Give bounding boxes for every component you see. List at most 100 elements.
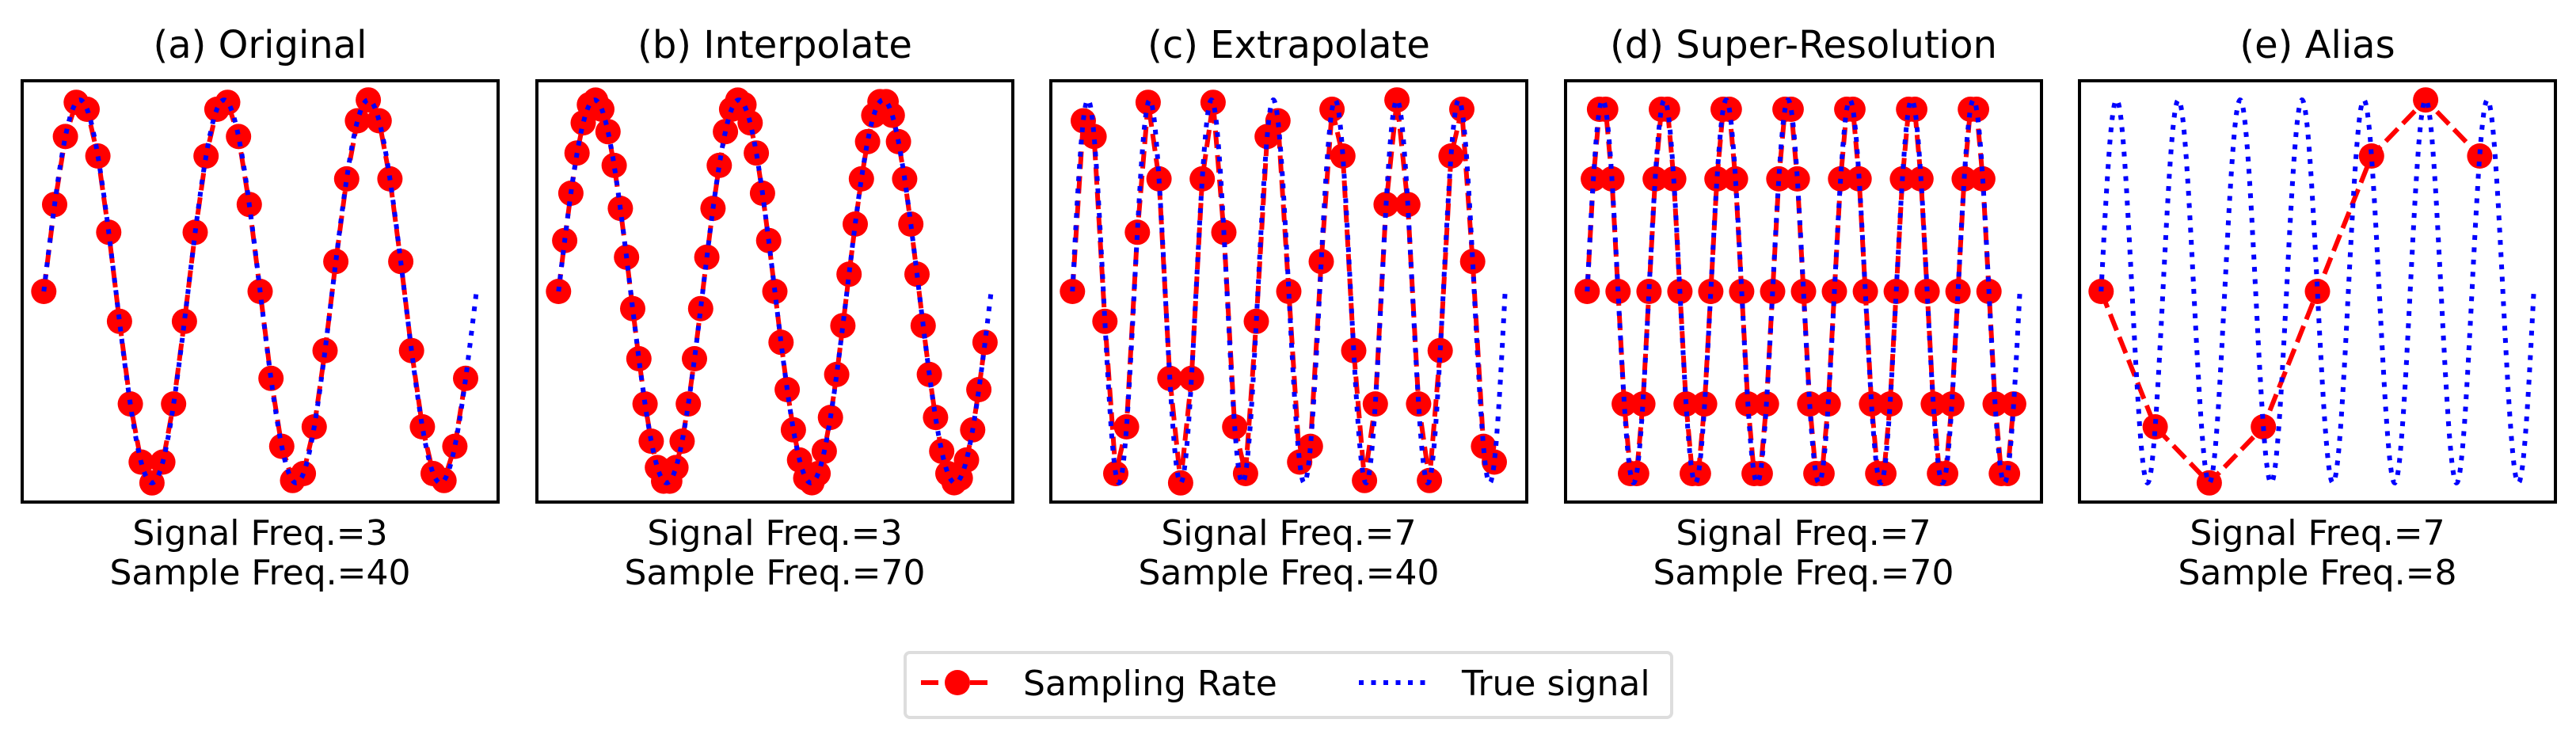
sample-point bbox=[215, 89, 241, 116]
sample-point bbox=[1605, 279, 1631, 304]
sample-point bbox=[1722, 166, 1748, 192]
plot-area bbox=[1060, 87, 1508, 496]
true-signal-line bbox=[2098, 97, 2536, 486]
sample-point bbox=[366, 108, 392, 134]
sample-point bbox=[1766, 166, 1792, 192]
panel-d: (d) Super-Resolution Signal Freq.=7Sample… bbox=[1564, 23, 2043, 593]
true-signal-line bbox=[1070, 97, 1508, 486]
signal-freq-label: Signal Freq.=7 bbox=[1161, 513, 1416, 554]
sample-point bbox=[1883, 279, 1909, 304]
sample-point bbox=[923, 405, 949, 431]
sample-point bbox=[1265, 108, 1291, 134]
axes-frame bbox=[1564, 79, 2043, 504]
sample-point bbox=[442, 433, 468, 459]
true-signal-line bbox=[1585, 97, 2022, 486]
sample-point bbox=[2358, 143, 2384, 169]
panel-title: (a) Original bbox=[154, 23, 367, 67]
sample-point bbox=[620, 295, 645, 322]
sample-point bbox=[1840, 97, 1866, 122]
sample-point bbox=[953, 447, 980, 473]
legend-frame bbox=[904, 651, 1673, 719]
sample-point bbox=[972, 329, 998, 356]
sampling-rate-line bbox=[2098, 96, 2482, 487]
sample-point bbox=[663, 455, 689, 481]
panel-title: (b) Interpolate bbox=[637, 23, 912, 67]
sample-point bbox=[1330, 143, 1356, 169]
sample-point bbox=[1778, 97, 1804, 122]
sample-point bbox=[323, 249, 349, 275]
panel-title: (c) Extrapolate bbox=[1147, 23, 1430, 67]
sampling-rate-line bbox=[1070, 99, 1497, 484]
sample-point bbox=[898, 211, 924, 237]
sample-point bbox=[1920, 391, 1946, 417]
sample-point bbox=[1406, 391, 1432, 417]
plot-area bbox=[31, 87, 479, 496]
axes-frame bbox=[1049, 79, 1528, 504]
plot-area bbox=[2088, 87, 2536, 496]
legend-label-sampling-rate: Sampling Rate bbox=[1023, 664, 1277, 704]
sample-point bbox=[780, 417, 806, 443]
sample-point bbox=[1760, 279, 1786, 304]
sample-point bbox=[106, 308, 132, 334]
sample-point bbox=[1438, 143, 1464, 169]
sample-point bbox=[1384, 87, 1410, 113]
sample-point bbox=[1623, 461, 1649, 486]
sample-freq-label: Sample Freq.=70 bbox=[624, 553, 925, 593]
sample-point bbox=[2142, 414, 2168, 439]
sample-point bbox=[1933, 461, 1958, 486]
signal-freq-label: Signal Freq.=3 bbox=[647, 513, 902, 554]
sample-point bbox=[1243, 308, 1269, 334]
sample-point bbox=[595, 119, 621, 145]
legend: Sampling Rate True signal bbox=[904, 651, 1673, 719]
sample-point bbox=[1642, 166, 1669, 192]
true-signal-line bbox=[556, 97, 994, 485]
sample-point bbox=[1698, 279, 1724, 304]
sample-point bbox=[744, 140, 770, 166]
signal-freq-label: Signal Freq.=7 bbox=[2190, 513, 2445, 554]
sample-point bbox=[1459, 249, 1486, 275]
sample-point bbox=[1297, 433, 1323, 459]
sample-point bbox=[854, 128, 881, 154]
sample-point bbox=[830, 313, 856, 339]
sample-point bbox=[1685, 461, 1711, 486]
sample-freq-label: Sample Freq.=70 bbox=[1653, 553, 1954, 593]
sample-point bbox=[768, 329, 794, 356]
sample-point bbox=[1178, 365, 1204, 391]
legend-label-true-signal: True signal bbox=[1461, 664, 1650, 704]
sample-point bbox=[626, 346, 652, 371]
sample-point bbox=[1341, 337, 1367, 363]
signal-freq-label: Signal Freq.=7 bbox=[1676, 513, 1931, 554]
sample-point bbox=[409, 414, 436, 439]
sample-point bbox=[1914, 279, 1940, 304]
sample-point bbox=[1939, 391, 1965, 417]
sample-point bbox=[2196, 470, 2222, 496]
sample-point bbox=[1846, 166, 1872, 192]
sample-point bbox=[848, 166, 874, 192]
sample-point bbox=[453, 365, 478, 391]
sample-point bbox=[836, 261, 862, 287]
panel-title: (e) Alias bbox=[2239, 23, 2395, 67]
sample-freq-label: Sample Freq.=40 bbox=[109, 553, 410, 593]
panels: (a) Original Signal Freq.=3 Sample Freq.=4… bbox=[21, 23, 2557, 593]
sample-point bbox=[706, 152, 732, 178]
sample-point bbox=[675, 391, 702, 417]
sample-point bbox=[1189, 166, 1216, 192]
sampling-rate-line bbox=[41, 94, 468, 489]
sample-point bbox=[1859, 391, 1885, 417]
sample-point bbox=[1704, 166, 1730, 192]
sample-point bbox=[1124, 219, 1151, 245]
sample-point bbox=[85, 143, 111, 169]
legend-sampling-marker bbox=[945, 670, 970, 695]
sample-point bbox=[687, 295, 713, 322]
sample-point bbox=[1995, 461, 2021, 486]
sample-point bbox=[1784, 166, 1810, 192]
sample-point bbox=[1081, 124, 1107, 150]
sample-point bbox=[1276, 279, 1302, 304]
sample-point bbox=[929, 438, 955, 464]
sample-point bbox=[966, 377, 992, 402]
sample-point bbox=[312, 337, 338, 363]
sample-point bbox=[669, 428, 695, 455]
